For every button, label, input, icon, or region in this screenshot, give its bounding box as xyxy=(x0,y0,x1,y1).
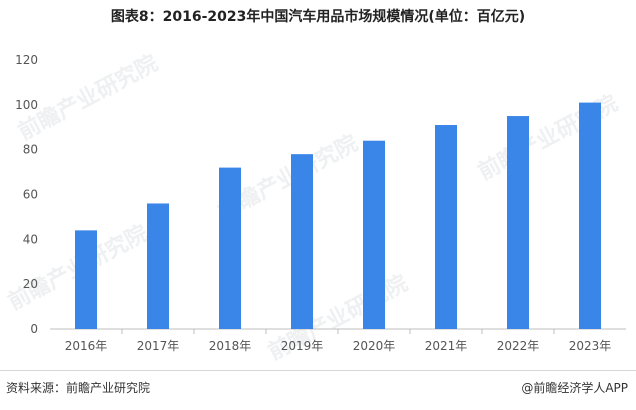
y-tick-label: 100 xyxy=(15,98,38,112)
bar xyxy=(363,140,385,329)
x-tick-label: 2016年 xyxy=(65,339,108,353)
x-tick-label: 2019年 xyxy=(281,339,324,353)
x-tick-label: 2018年 xyxy=(209,339,252,353)
y-tick-label: 120 xyxy=(15,53,38,67)
y-tick-label: 0 xyxy=(30,322,38,336)
chart-title: 图表8：2016-2023年中国汽车用品市场规模情况(单位：百亿元) xyxy=(110,9,526,25)
y-tick-label: 60 xyxy=(23,188,38,202)
x-tick-label: 2017年 xyxy=(137,339,180,353)
x-tick-label: 2022年 xyxy=(497,339,540,353)
bar xyxy=(579,102,601,329)
footer-divider xyxy=(0,370,636,371)
x-tick-label: 2020年 xyxy=(353,339,396,353)
bar xyxy=(435,125,457,329)
x-tick-label: 2021年 xyxy=(425,339,468,353)
source-note: 资料来源：前瞻产业研究院 xyxy=(6,381,151,395)
y-tick-label: 80 xyxy=(23,143,38,157)
bar xyxy=(219,167,241,329)
bar xyxy=(291,154,313,329)
y-tick-label: 40 xyxy=(23,232,38,246)
bar xyxy=(75,230,97,329)
brand-credit: @前瞻经济学人APP xyxy=(521,381,628,395)
x-tick-label: 2023年 xyxy=(569,339,612,353)
bar xyxy=(507,116,529,330)
bar xyxy=(147,203,169,329)
bar-chart: 0 20 40 60 80 100 120 2016年 2017年 2018年 2019年 2020年… xyxy=(15,53,626,353)
y-tick-label: 20 xyxy=(23,277,38,291)
